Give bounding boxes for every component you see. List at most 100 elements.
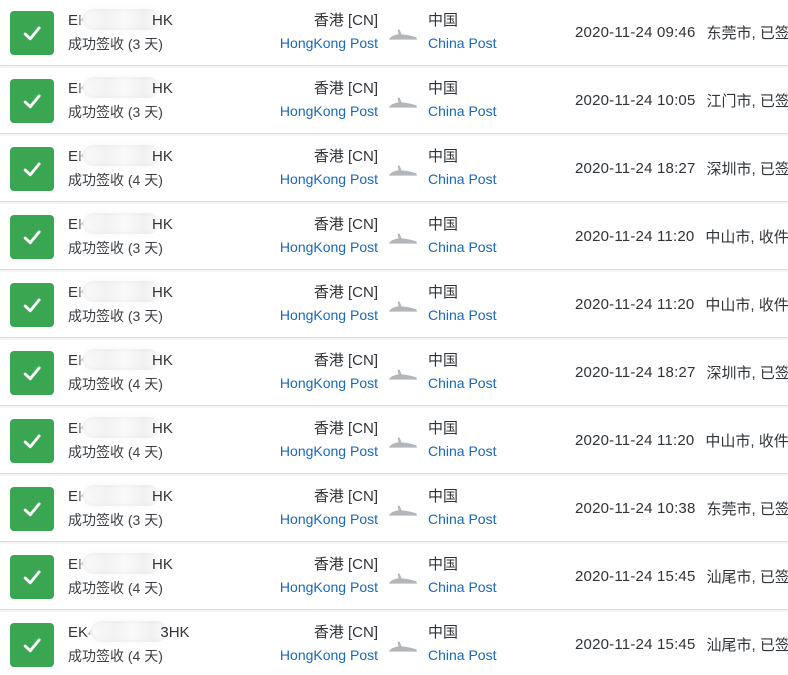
tracking-result-row[interactable]: EK HK 成功签收 (3 天) 香港 [CN] HongKong Post 中国…: [0, 272, 788, 337]
plane-icon: [389, 28, 417, 40]
origin-cell: 香港 [CN] HongKong Post: [250, 408, 378, 473]
destination-carrier-link[interactable]: China Post: [428, 171, 497, 187]
route-cell: [378, 544, 428, 609]
origin-carrier-link[interactable]: HongKong Post: [279, 647, 378, 663]
route-cell: [378, 476, 428, 541]
tracking-result-row[interactable]: EK HK 成功签收 (3 天) 香港 [CN] HongKong Post 中国…: [0, 0, 788, 65]
origin-carrier-link[interactable]: HongKong Post: [279, 443, 378, 459]
tracking-number[interactable]: EK4 3HK: [68, 621, 250, 645]
plane-icon: [389, 164, 417, 176]
destination-carrier-link[interactable]: China Post: [428, 647, 497, 663]
tracking-number-prefix: EK: [68, 216, 89, 233]
delivered-check-icon: [10, 10, 54, 55]
tracking-result-row[interactable]: EK HK 成功签收 (4 天) 香港 [CN] HongKong Post 中国…: [0, 340, 788, 405]
destination-carrier-link[interactable]: China Post: [428, 103, 497, 119]
tracking-number[interactable]: EK HK: [68, 485, 250, 509]
latest-event: 2020-11-24 09:46 东莞市, 已签收,: [570, 0, 788, 65]
tracking-number[interactable]: EK HK: [68, 9, 250, 33]
destination-cell: 中国 China Post: [428, 204, 570, 269]
latest-event: 2020-11-24 11:20 中山市, 收件人已: [570, 408, 788, 473]
origin-carrier-link[interactable]: HongKong Post: [279, 239, 378, 255]
origin-carrier-link[interactable]: HongKong Post: [279, 171, 378, 187]
tracking-result-row[interactable]: EK HK 成功签收 (4 天) 香港 [CN] HongKong Post 中国…: [0, 544, 788, 609]
tracking-number-prefix: EK: [68, 556, 89, 573]
tracking-result-row[interactable]: EK HK 成功签收 (3 天) 香港 [CN] HongKong Post 中国…: [0, 68, 788, 133]
tracking-info: EK HK 成功签收 (3 天): [64, 272, 250, 337]
route-cell: [378, 204, 428, 269]
origin-cell: 香港 [CN] HongKong Post: [250, 544, 378, 609]
event-time: 2020-11-24 10:05: [575, 92, 696, 109]
tracking-info: EK HK 成功签收 (3 天): [64, 68, 250, 133]
route-cell: [378, 272, 428, 337]
destination-carrier-link[interactable]: China Post: [428, 511, 497, 527]
tracking-number[interactable]: EK HK: [68, 213, 250, 237]
delivery-summary: 成功签收 (4 天): [68, 172, 163, 189]
origin-cell: 香港 [CN] HongKong Post: [250, 0, 378, 65]
redaction-blur: [83, 145, 160, 167]
tracking-number[interactable]: EK HK: [68, 417, 250, 441]
redaction-blur: [83, 9, 160, 31]
tracking-number-prefix: EK: [68, 420, 89, 437]
origin-carrier-link[interactable]: HongKong Post: [279, 579, 378, 595]
tracking-number-suffix: 3HK: [160, 624, 190, 641]
tracking-number-suffix: HK: [152, 488, 173, 505]
origin-name: 香港 [CN]: [313, 352, 378, 369]
delivery-summary: 成功签收 (4 天): [68, 444, 163, 461]
delivered-check-icon: [10, 554, 54, 599]
tracking-number[interactable]: EK HK: [68, 553, 250, 577]
origin-carrier-link[interactable]: HongKong Post: [279, 307, 378, 323]
origin-name: 香港 [CN]: [313, 624, 378, 641]
destination-carrier-link[interactable]: China Post: [428, 443, 497, 459]
tracking-result-row[interactable]: EK HK 成功签收 (4 天) 香港 [CN] HongKong Post 中国…: [0, 136, 788, 201]
event-text: 汕尾市, 已签收,: [706, 569, 788, 586]
destination-name: 中国: [428, 352, 459, 369]
tracking-result-row[interactable]: EK4 3HK 成功签收 (4 天) 香港 [CN] HongKong Post …: [0, 612, 788, 675]
tracking-result-row[interactable]: EK HK 成功签收 (3 天) 香港 [CN] HongKong Post 中国…: [0, 204, 788, 269]
status-icon-cell: [0, 272, 64, 337]
origin-cell: 香港 [CN] HongKong Post: [250, 136, 378, 201]
origin-carrier-link[interactable]: HongKong Post: [279, 35, 378, 51]
origin-name: 香港 [CN]: [313, 420, 378, 437]
delivered-check-icon: [10, 622, 54, 667]
event-time: 2020-11-24 15:45: [575, 636, 696, 653]
origin-carrier-link[interactable]: HongKong Post: [279, 511, 378, 527]
origin-name: 香港 [CN]: [313, 80, 378, 97]
plane-icon: [389, 368, 417, 380]
event-text: 东莞市, 已签收,: [706, 25, 788, 42]
destination-carrier-link[interactable]: China Post: [428, 35, 497, 51]
tracking-number[interactable]: EK HK: [68, 77, 250, 101]
delivery-summary: 成功签收 (4 天): [68, 648, 163, 665]
tracking-number[interactable]: EK HK: [68, 281, 250, 305]
destination-name: 中国: [428, 148, 459, 165]
tracking-number-suffix: HK: [152, 148, 173, 165]
destination-carrier-link[interactable]: China Post: [428, 239, 497, 255]
destination-name: 中国: [428, 80, 459, 97]
origin-carrier-link[interactable]: HongKong Post: [279, 375, 378, 391]
destination-carrier-link[interactable]: China Post: [428, 375, 497, 391]
redaction-blur: [83, 485, 160, 507]
destination-carrier-link[interactable]: China Post: [428, 579, 497, 595]
origin-carrier-link[interactable]: HongKong Post: [279, 103, 378, 119]
destination-cell: 中国 China Post: [428, 68, 570, 133]
tracking-result-row[interactable]: EK HK 成功签收 (3 天) 香港 [CN] HongKong Post 中国…: [0, 476, 788, 541]
route-cell: [378, 408, 428, 473]
destination-cell: 中国 China Post: [428, 612, 570, 675]
tracking-number-suffix: HK: [152, 80, 173, 97]
status-icon-cell: [0, 0, 64, 65]
destination-name: 中国: [428, 284, 459, 301]
origin-name: 香港 [CN]: [313, 12, 378, 29]
latest-event: 2020-11-24 18:27 深圳市, 已签收,: [570, 340, 788, 405]
status-icon-cell: [0, 476, 64, 541]
latest-event: 2020-11-24 15:45 汕尾市, 已签收,: [570, 544, 788, 609]
event-text: 东莞市, 已签收,: [706, 501, 788, 518]
route-cell: [378, 136, 428, 201]
delivery-summary: 成功签收 (3 天): [68, 240, 163, 257]
delivered-check-icon: [10, 214, 54, 259]
tracking-result-row[interactable]: EK HK 成功签收 (4 天) 香港 [CN] HongKong Post 中国…: [0, 408, 788, 473]
destination-name: 中国: [428, 420, 459, 437]
tracking-number[interactable]: EK HK: [68, 145, 250, 169]
destination-carrier-link[interactable]: China Post: [428, 307, 497, 323]
origin-cell: 香港 [CN] HongKong Post: [250, 476, 378, 541]
tracking-number[interactable]: EK HK: [68, 349, 250, 373]
delivery-summary: 成功签收 (3 天): [68, 104, 163, 121]
